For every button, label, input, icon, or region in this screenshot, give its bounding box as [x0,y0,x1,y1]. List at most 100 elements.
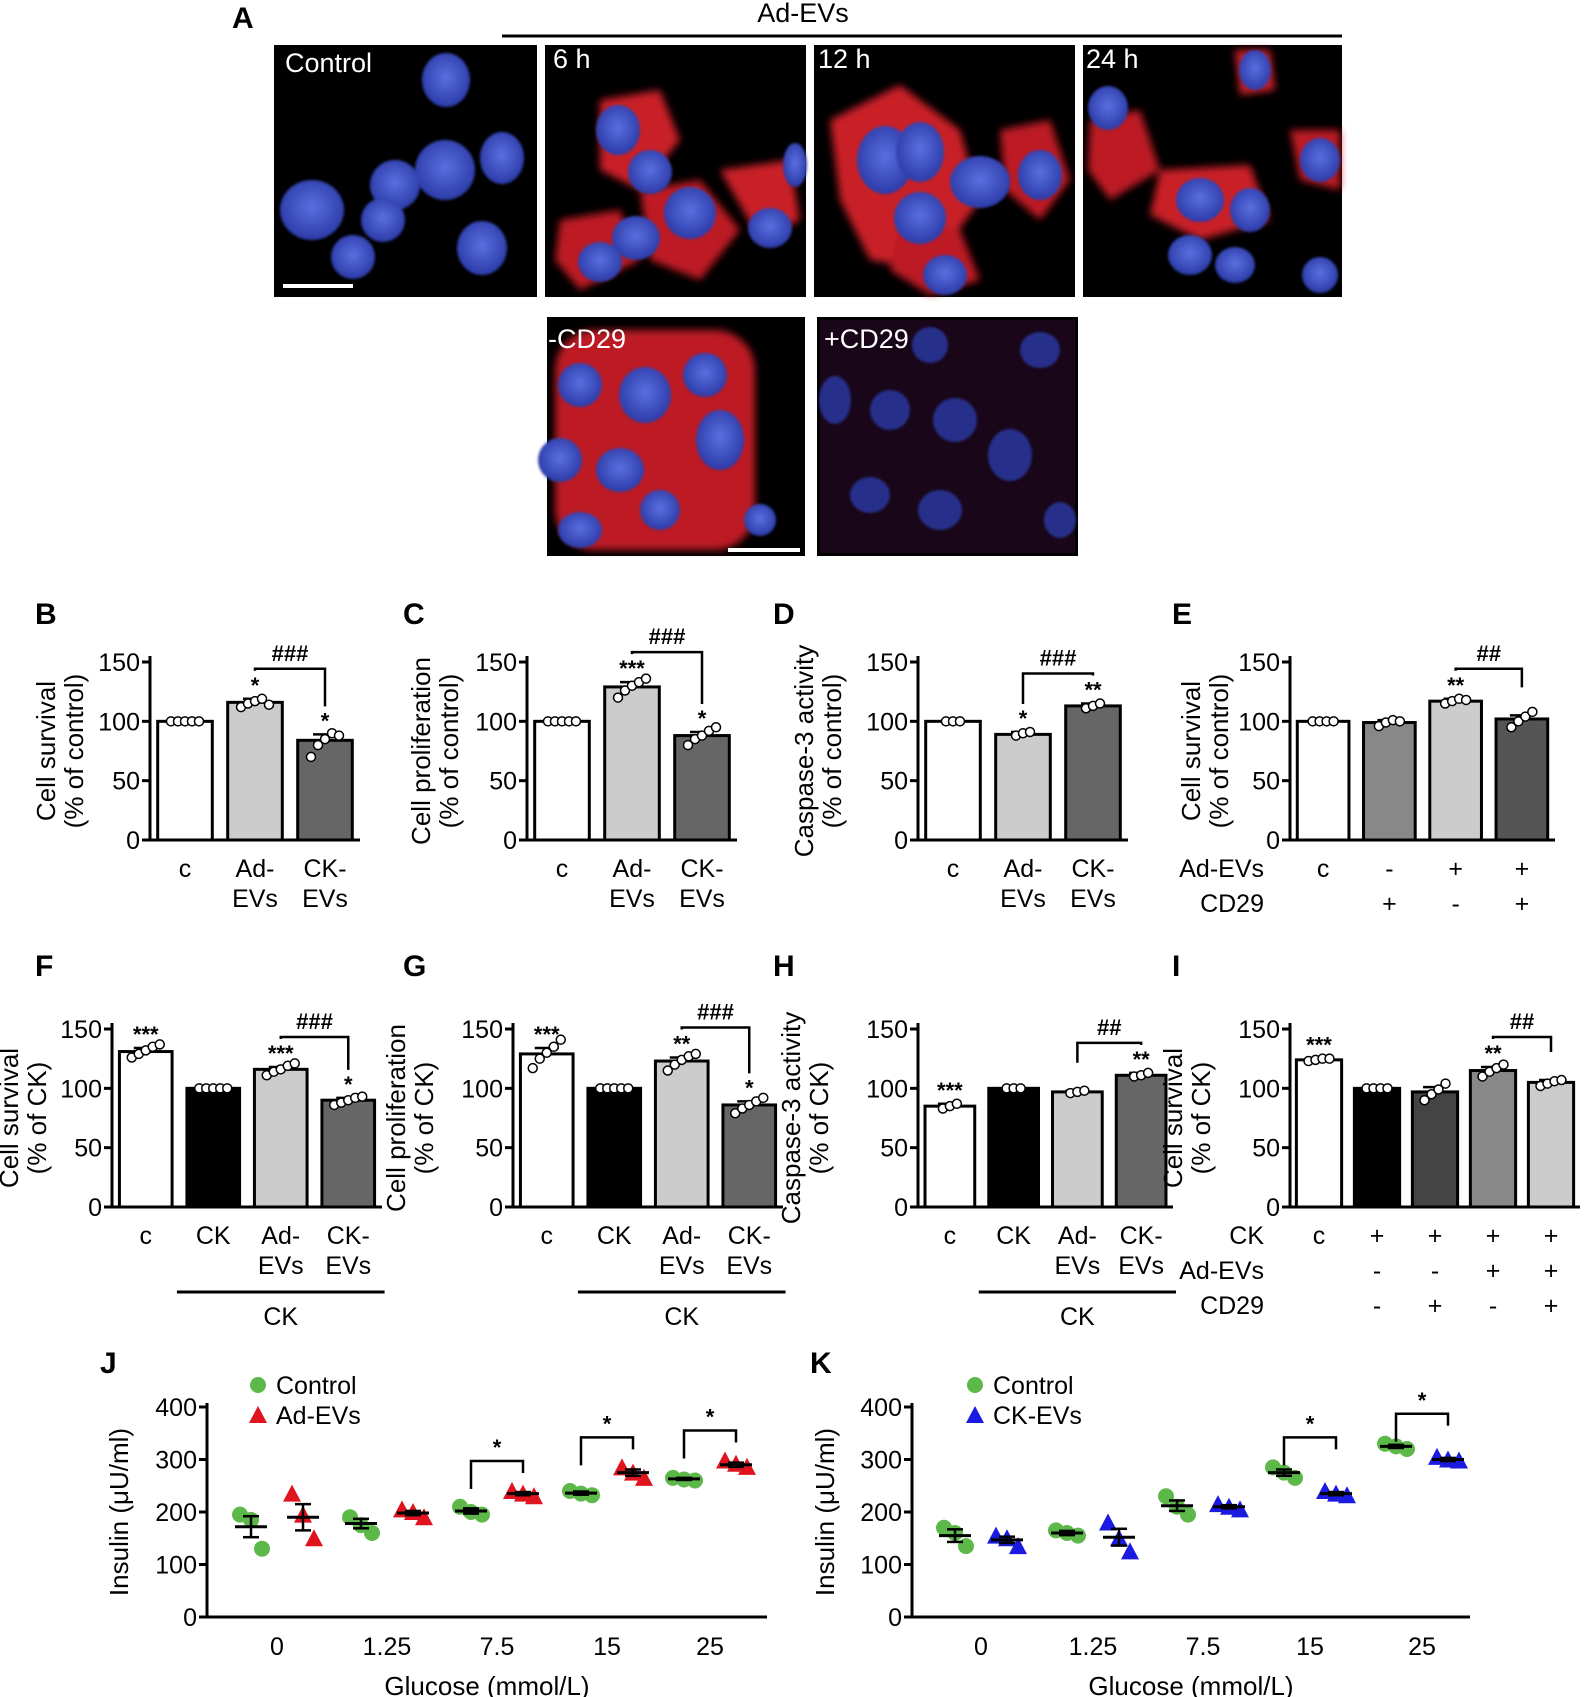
legend-label: Control [993,1372,1074,1400]
x-tick-label: 25 [696,1633,724,1661]
data-point [541,1047,552,1058]
data-point [525,1487,543,1505]
data-point [527,1062,538,1074]
data-point [635,1468,653,1486]
significance-star: * [493,1435,502,1460]
category-label: + [1515,890,1530,918]
category-label: - [1373,1257,1381,1285]
data-point [1231,1500,1249,1518]
bracket-label: ### [1040,646,1077,671]
y-axis-title: (% of CK) [804,1062,834,1175]
category-label: CK- [303,855,346,883]
category-label: EVs [609,885,655,913]
bracket-label: ## [1097,1015,1121,1040]
category-label: EVs [232,885,278,913]
panel-letter: D [773,598,795,631]
category-label: EVs [1054,1252,1100,1280]
legend-marker [250,1377,266,1393]
category-label: EVs [659,1252,705,1280]
significance-star: * [706,1405,715,1430]
y-tick-label: 0 [1266,827,1280,855]
data-point [951,1098,963,1110]
y-tick-label: 100 [1238,708,1280,736]
y-tick-label: 50 [475,1135,503,1163]
y-axis-title: (% of control) [59,674,89,829]
significance-bracket [680,1026,751,1074]
panel-letter: J [100,1347,117,1380]
y-axis-title: Cell survival [1176,681,1206,821]
table-row-label: CD29 [1200,890,1264,918]
chart-c: C 0 50 100 150 Cell proliferation(% of contro… [403,598,737,913]
data-point [640,673,652,684]
y-tick-label: 150 [475,649,517,677]
data-point [254,1540,270,1557]
bar [603,685,661,842]
x-tick-label: 15 [1296,1633,1324,1661]
x-tick-label: 1.25 [363,1633,412,1661]
category-label: + [1428,1292,1443,1320]
micrograph-label: 12 h [818,44,871,74]
category-label: CK- [1120,1222,1163,1250]
data-point [690,1048,701,1060]
significance-star: * [251,673,260,698]
category-label: + [1515,855,1530,883]
y-tick-label: 0 [503,827,517,855]
data-point [342,1509,358,1526]
data-point [357,1091,368,1102]
group-label: CK [263,1303,298,1331]
micrograph-label: 24 h [1086,44,1139,74]
bar [518,1052,575,1209]
bar [1494,717,1550,842]
y-axis-title: Caspase-3 activity [776,1012,806,1224]
y-tick-label: 100 [860,1552,902,1580]
bracket-label: ### [296,1009,333,1034]
data-point [682,739,694,751]
category-label: c [541,1222,554,1250]
legend-label: Ad-EVs [276,1402,361,1430]
micrograph-24h: 24 h [1083,44,1342,297]
nuclei [280,53,524,279]
data-point [263,699,275,710]
y-axis-title: Cell survival [31,681,61,821]
category-label: c [179,855,192,883]
bar [1468,1069,1518,1209]
category-label: Ad- [662,1222,701,1250]
category-label: c [1313,1222,1326,1250]
data-point [1015,1083,1026,1094]
category-label: CK [996,1222,1031,1250]
data-point [555,1034,566,1045]
category-label: - [1489,1292,1497,1320]
chart-j: J 0 100 200 300 400 Insulin (μU/ml) 0 1.25 7.5 15 2… [100,1347,767,1697]
data-point [1009,1537,1027,1555]
panel-letter: E [1172,598,1192,631]
y-tick-label: 200 [860,1499,902,1527]
data-point [1394,716,1406,727]
y-tick-label: 100 [475,708,517,736]
data-point [256,693,268,705]
significance-bracket [630,650,704,705]
y-tick-label: 150 [1238,1016,1280,1044]
x-tick-label: 0 [270,1633,284,1661]
data-point [333,730,345,741]
y-tick-label: 150 [461,1016,503,1044]
bar [1410,1090,1460,1209]
data-point [305,751,317,763]
y-tick-label: 150 [1238,649,1280,677]
data-point [1460,694,1472,706]
significance-bracket [1394,1412,1450,1442]
panel-letter: H [773,950,795,983]
micrograph-minus-cd29: -CD29 [538,317,805,556]
category-label: CK- [1071,855,1114,883]
bracket-label: ### [272,641,309,666]
data-point [623,1083,634,1094]
x-tick-label: 7.5 [1186,1633,1221,1661]
significance-star: * [603,1411,612,1436]
data-point [1527,706,1538,718]
panel-letter: B [35,598,57,631]
category-label: CK- [327,1222,370,1250]
y-axis-title: Cell proliferation [406,657,436,845]
y-axis-title: (% of CK) [1186,1062,1216,1175]
bar [923,1104,977,1209]
y-tick-label: 100 [1238,1075,1280,1103]
